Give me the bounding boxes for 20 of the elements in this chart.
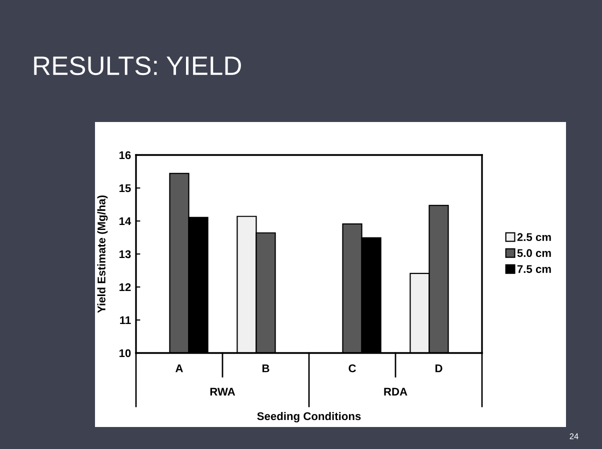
- x-axis-title: Seeding Conditions: [257, 412, 361, 422]
- x-tick-label: D: [435, 364, 442, 372]
- y-tick-label: 16: [119, 151, 131, 160]
- text: RDA: [384, 388, 408, 396]
- y-tick-label: 12: [119, 283, 131, 292]
- y-tick-label: 14: [119, 217, 132, 226]
- x-tick-label: A: [176, 364, 183, 372]
- x-tick-label: B: [262, 364, 270, 372]
- x-tick-label: C: [348, 364, 356, 372]
- y-axis-title: Yield Estimate (Mg/ha): [97, 195, 108, 313]
- y-tick-label: 11: [120, 316, 131, 324]
- y-tick-label: 13: [119, 250, 131, 258]
- legend-label: 7.5 cm: [517, 265, 551, 273]
- legend-label: 2.5 cm: [517, 233, 551, 242]
- text: 24: [570, 433, 578, 440]
- text: RWA: [210, 388, 236, 396]
- legend-label: 5.0 cm: [517, 249, 551, 258]
- y-tick-label: 10: [119, 349, 131, 358]
- y-tick-label: 15: [119, 184, 131, 192]
- chart-title: RESULTS: YIELD: [34, 56, 241, 76]
